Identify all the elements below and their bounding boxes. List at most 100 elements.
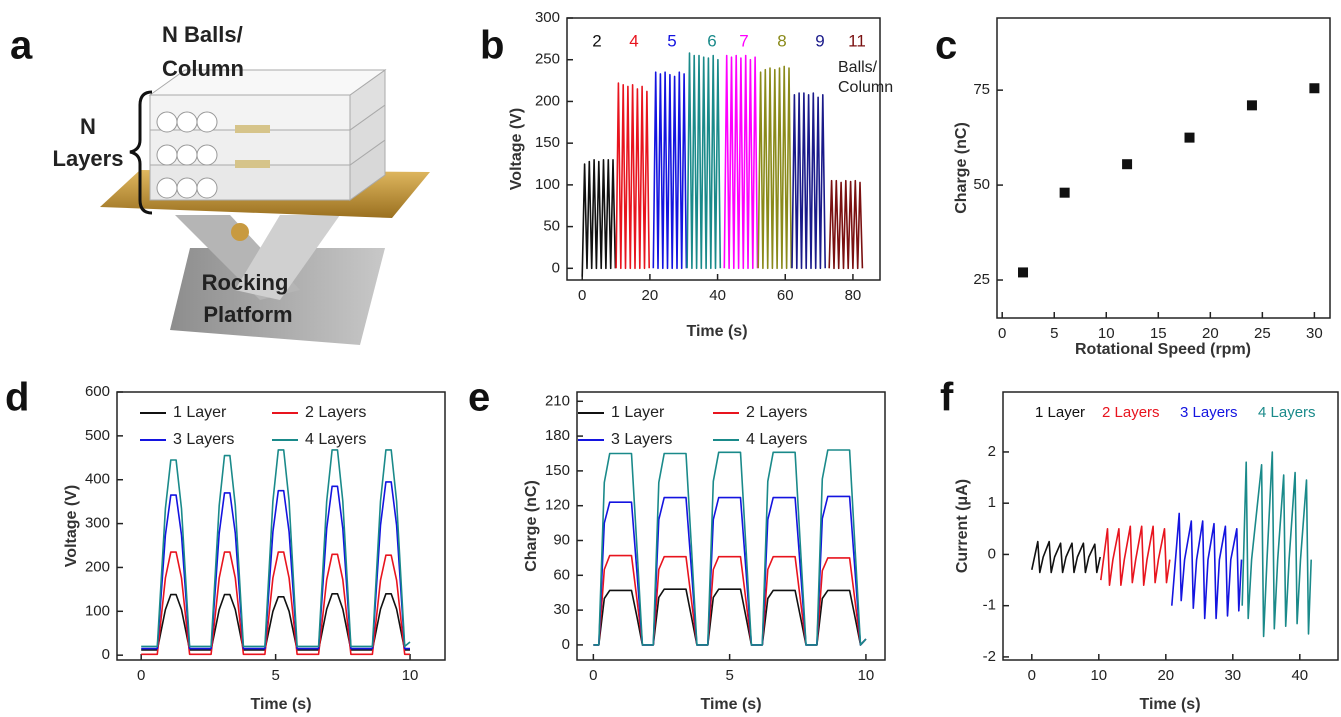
legend-entry: 3 Layers: [173, 431, 234, 448]
series-line: [593, 449, 867, 646]
x-axis-label: Rotational Speed (rpm): [1075, 341, 1251, 358]
x-tick-label: 0: [137, 667, 145, 684]
legend-entry: 1 Layer: [173, 404, 227, 421]
ball: [176, 111, 198, 133]
ball: [196, 177, 218, 199]
ball: [196, 144, 218, 166]
x-tick-label: 5: [1050, 325, 1058, 342]
legend-entry: 7: [739, 31, 748, 50]
x-tick-label: 15: [1150, 325, 1167, 342]
plot-frame: [566, 17, 881, 281]
scatter-point: [1018, 267, 1029, 278]
y-tick-label: 200: [535, 92, 560, 109]
x-tick-label: 20: [1157, 667, 1174, 684]
legend-entry: 1 Layer: [611, 404, 665, 421]
panel-label: f: [940, 376, 954, 420]
layer-top: [148, 69, 387, 96]
y-tick-label: 210: [545, 392, 570, 409]
y-tick-label: 180: [545, 427, 570, 444]
x-axis-label: Time (s): [700, 696, 761, 713]
ball: [156, 177, 178, 199]
x-tick-label: 0: [998, 325, 1006, 342]
y-tick-label: 100: [535, 176, 560, 193]
illustration-label: Rocking: [202, 270, 289, 295]
y-axis-label: Charge (nC): [953, 122, 970, 214]
legend-entry: 2 Layers: [1102, 404, 1160, 421]
series-line: [141, 481, 410, 650]
brace: [129, 90, 153, 215]
panel-label: d: [5, 376, 29, 420]
x-tick-label: 30: [1224, 667, 1241, 684]
ball: [176, 177, 198, 199]
y-tick-label: 2: [988, 443, 996, 460]
x-tick-label: 20: [1202, 325, 1219, 342]
scatter-point: [1246, 100, 1257, 111]
panel-label: a: [10, 24, 33, 68]
x-tick-label: 10: [402, 667, 419, 684]
x-tick-label: 40: [1291, 667, 1308, 684]
y-tick-label: 1: [988, 494, 996, 511]
illustration-label: N Balls/: [162, 22, 243, 47]
x-tick-label: 0: [589, 667, 597, 684]
legend-title: Balls/: [838, 59, 878, 76]
y-tick-label: 0: [102, 646, 110, 663]
y-tick-label: 200: [85, 558, 110, 575]
x-tick-label: 5: [271, 667, 279, 684]
y-tick-label: 0: [988, 545, 996, 562]
x-tick-label: 10: [1090, 667, 1107, 684]
y-tick-label: 0: [552, 259, 560, 276]
legend-entry: 5: [667, 31, 676, 50]
series-line: [141, 551, 410, 656]
legend-entry: 11: [848, 31, 866, 50]
series-line: [593, 554, 867, 646]
x-tick-label: 25: [1254, 325, 1271, 342]
series-line: [757, 65, 793, 270]
ball: [156, 111, 178, 133]
y-tick-label: 250: [535, 51, 560, 68]
legend-title: Column: [838, 79, 893, 96]
y-axis-label: Voltage (V): [63, 485, 80, 567]
y-axis-label: Current (μA): [954, 479, 971, 573]
scatter-point: [1059, 187, 1070, 198]
legend-entry: 9: [815, 31, 824, 50]
y-tick-label: 0: [562, 636, 570, 653]
x-tick-label: 5: [725, 667, 733, 684]
plot-frame: [996, 17, 1331, 319]
series-line: [141, 593, 410, 651]
balls: [156, 111, 218, 199]
y-tick-label: 300: [535, 9, 560, 26]
legend-entry: 8: [777, 31, 786, 50]
hinge: [231, 223, 249, 241]
x-tick-label: 80: [845, 287, 862, 304]
series-line: [141, 449, 411, 648]
y-tick-label: 75: [973, 81, 990, 98]
series-line: [581, 159, 617, 277]
x-tick-label: 0: [578, 287, 586, 304]
electrode: [235, 125, 270, 133]
illustration-label: Layers: [53, 146, 124, 171]
y-tick-label: 25: [973, 271, 990, 288]
scatter-point: [1309, 83, 1320, 94]
y-tick-label: -2: [983, 648, 996, 665]
legend-entry: 2 Layers: [305, 404, 366, 421]
y-tick-label: 150: [535, 134, 560, 151]
series-line: [791, 92, 826, 270]
legend-entry: 4 Layers: [746, 431, 807, 448]
ball: [196, 111, 218, 133]
y-tick-label: 50: [543, 218, 560, 235]
y-tick-label: 90: [553, 531, 570, 548]
support: [235, 215, 340, 300]
y-tick-label: 100: [85, 602, 110, 619]
plot-frame: [1002, 391, 1339, 661]
x-axis-label: Time (s): [1139, 696, 1200, 713]
y-tick-label: 60: [553, 566, 570, 583]
x-tick-label: 10: [1098, 325, 1115, 342]
x-tick-label: 10: [858, 667, 875, 684]
panel-label: e: [468, 376, 490, 420]
illustration-label: N: [80, 114, 96, 139]
y-tick-label: 120: [545, 497, 570, 514]
x-tick-label: 0: [1028, 667, 1036, 684]
legend-entry: 2: [592, 31, 601, 50]
series-line: [828, 179, 864, 270]
